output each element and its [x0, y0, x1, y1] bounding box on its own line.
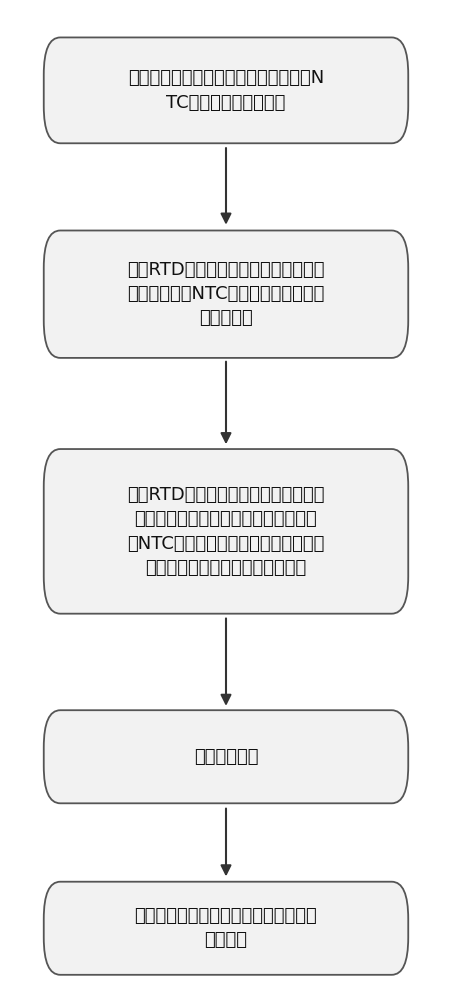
FancyBboxPatch shape	[44, 449, 407, 614]
Text: 获取采样数据: 获取采样数据	[193, 748, 258, 766]
FancyBboxPatch shape	[44, 710, 407, 803]
FancyBboxPatch shape	[44, 37, 407, 143]
Text: 根据所述采样数据计算对应的被采样设
备的温度: 根据所述采样数据计算对应的被采样设 备的温度	[134, 907, 317, 949]
FancyBboxPatch shape	[44, 231, 407, 358]
FancyBboxPatch shape	[44, 882, 407, 975]
Text: 根据RTD温度传感器的采样温度公式、
以及其电阻随温度的对应关系确定将所
述NTC热敏电阻与所述附加电阻并联后
的温度与采样数据之间的对应关系: 根据RTD温度传感器的采样温度公式、 以及其电阻随温度的对应关系确定将所 述NT…	[127, 486, 324, 577]
Text: 根据航空机载设备的温度检测范围确定N
TC热敏电阻的最大阻值: 根据航空机载设备的温度检测范围确定N TC热敏电阻的最大阻值	[128, 69, 323, 112]
Text: 根据RTD温度传感器能够检测的最大阻
值确定与所述NTC热敏电阻并联的附加
电阻的阻值: 根据RTD温度传感器能够检测的最大阻 值确定与所述NTC热敏电阻并联的附加 电阻…	[127, 261, 324, 328]
